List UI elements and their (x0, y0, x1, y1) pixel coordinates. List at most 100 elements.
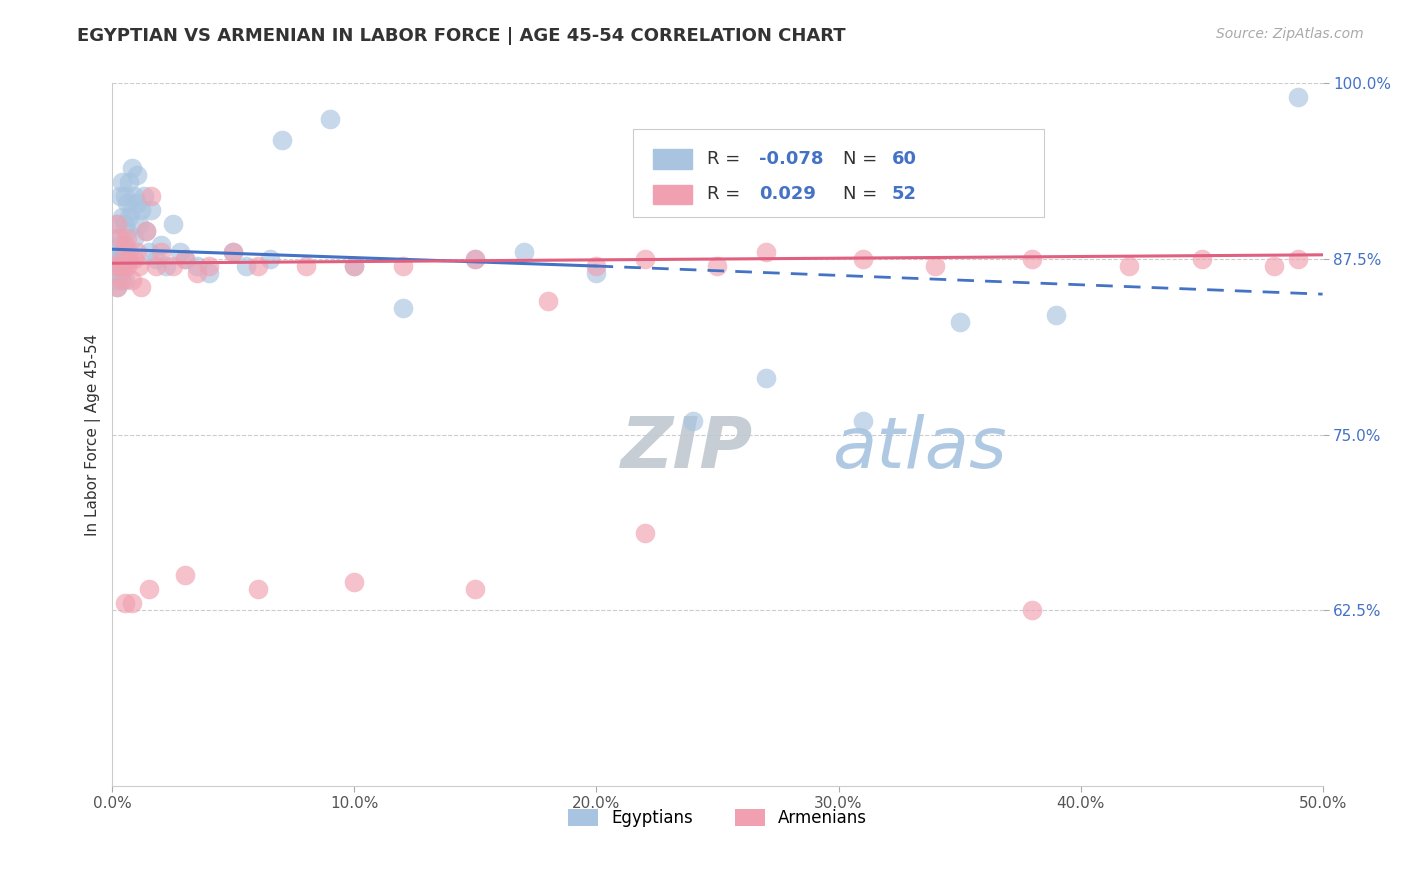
Point (246, 259, 269, 273)
Point (108, 189, 131, 203)
Text: R =: R = (707, 186, 745, 203)
Point (464, 582, 486, 596)
Point (115, 195, 138, 210)
Point (343, 259, 366, 273)
Point (198, 266, 221, 280)
Point (111, 273, 134, 287)
Point (343, 259, 366, 273)
Point (1021, 603, 1043, 617)
Text: 52: 52 (891, 186, 917, 203)
Point (108, 259, 131, 273)
Point (1286, 252, 1309, 266)
Point (115, 231, 138, 245)
FancyBboxPatch shape (633, 129, 1045, 217)
Point (186, 259, 208, 273)
Text: Source: ZipAtlas.com: Source: ZipAtlas.com (1216, 27, 1364, 41)
Point (706, 259, 728, 273)
Point (122, 231, 145, 245)
Point (104, 273, 127, 287)
Point (114, 217, 136, 231)
Point (464, 252, 486, 266)
Point (682, 413, 704, 427)
Point (121, 273, 143, 287)
Point (513, 245, 536, 260)
Point (135, 224, 157, 238)
Point (1021, 252, 1043, 266)
Text: R =: R = (707, 150, 745, 169)
Bar (654, 150, 692, 169)
Point (1045, 308, 1067, 322)
Point (114, 245, 136, 260)
Point (169, 245, 191, 260)
Point (174, 252, 197, 266)
Point (145, 252, 167, 266)
Point (105, 259, 128, 273)
Point (105, 217, 128, 231)
Point (118, 175, 141, 189)
Point (131, 280, 153, 294)
Text: N =: N = (844, 150, 883, 169)
Point (343, 575, 366, 590)
Point (755, 245, 778, 260)
Point (149, 238, 172, 252)
Point (162, 259, 184, 273)
Point (135, 224, 157, 238)
Point (755, 371, 778, 385)
Point (122, 252, 145, 266)
Point (270, 133, 292, 147)
Point (174, 568, 197, 582)
Point (138, 245, 160, 260)
Point (111, 259, 134, 273)
Point (128, 217, 150, 231)
Point (108, 252, 131, 266)
Point (246, 582, 269, 596)
Point (105, 280, 128, 294)
Point (186, 266, 208, 280)
Point (105, 231, 128, 245)
Point (105, 217, 128, 231)
Point (1118, 259, 1140, 273)
Point (118, 252, 141, 266)
Point (235, 259, 257, 273)
Text: 0.029: 0.029 (759, 186, 815, 203)
Y-axis label: In Labor Force | Age 45-54: In Labor Force | Age 45-54 (86, 334, 101, 536)
Point (118, 210, 141, 224)
Point (128, 259, 150, 273)
Point (162, 217, 184, 231)
Point (222, 245, 245, 260)
Point (111, 245, 134, 260)
Point (139, 202, 162, 217)
Point (464, 252, 486, 266)
Text: ZIP: ZIP (620, 414, 754, 483)
Point (392, 259, 415, 273)
Point (104, 252, 127, 266)
Point (924, 259, 946, 273)
Text: EGYPTIAN VS ARMENIAN IN LABOR FORCE | AGE 45-54 CORRELATION CHART: EGYPTIAN VS ARMENIAN IN LABOR FORCE | AG… (77, 27, 846, 45)
Point (111, 252, 134, 266)
Point (295, 259, 318, 273)
Point (139, 189, 162, 203)
Point (114, 273, 136, 287)
Point (1191, 252, 1213, 266)
Text: 60: 60 (891, 150, 917, 169)
Point (125, 195, 148, 210)
Point (1286, 90, 1309, 104)
Point (198, 259, 221, 273)
Point (122, 189, 145, 203)
Point (131, 202, 153, 217)
Point (121, 596, 143, 610)
Point (104, 259, 127, 273)
Point (537, 294, 560, 309)
Point (259, 252, 281, 266)
Text: N =: N = (844, 186, 883, 203)
Point (105, 280, 128, 294)
Point (948, 315, 970, 329)
Point (114, 596, 136, 610)
Point (852, 252, 875, 266)
Point (111, 210, 134, 224)
Point (108, 238, 131, 252)
Text: atlas: atlas (832, 414, 1007, 483)
Point (634, 525, 657, 540)
Bar (654, 185, 692, 204)
Point (121, 161, 143, 175)
